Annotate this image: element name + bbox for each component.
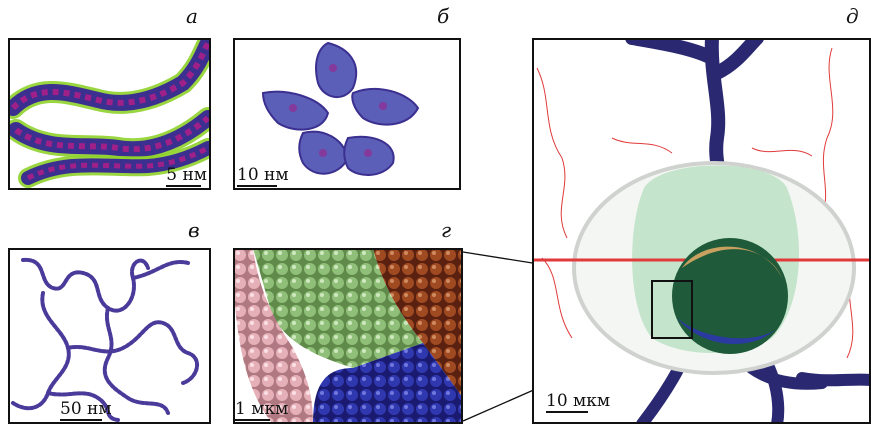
- panel-a-letter: а: [186, 4, 198, 28]
- panel-b-letter: б: [437, 4, 450, 28]
- panel-b-image: 10 нм: [233, 38, 461, 190]
- panel-d-letter: д: [846, 4, 859, 28]
- panel-g-letter: г: [441, 218, 452, 242]
- panel-a-scale-label: 5 нм: [166, 165, 207, 187]
- panel-g-scale-label: 1 мкм: [235, 399, 289, 421]
- panel-v-letter: в: [188, 218, 200, 242]
- panel-d-image: 10 мкм: [532, 38, 871, 424]
- panel-v-image: 50 нм: [8, 248, 211, 424]
- panel-a-image: 5 нм: [8, 38, 211, 190]
- panel-b-scale-label: 10 нм: [237, 165, 289, 187]
- panel-v-scale-label: 50 нм: [60, 399, 112, 421]
- panel-g-image: 1 мкм: [233, 248, 463, 424]
- panel-d-scale-label: 10 мкм: [546, 391, 611, 413]
